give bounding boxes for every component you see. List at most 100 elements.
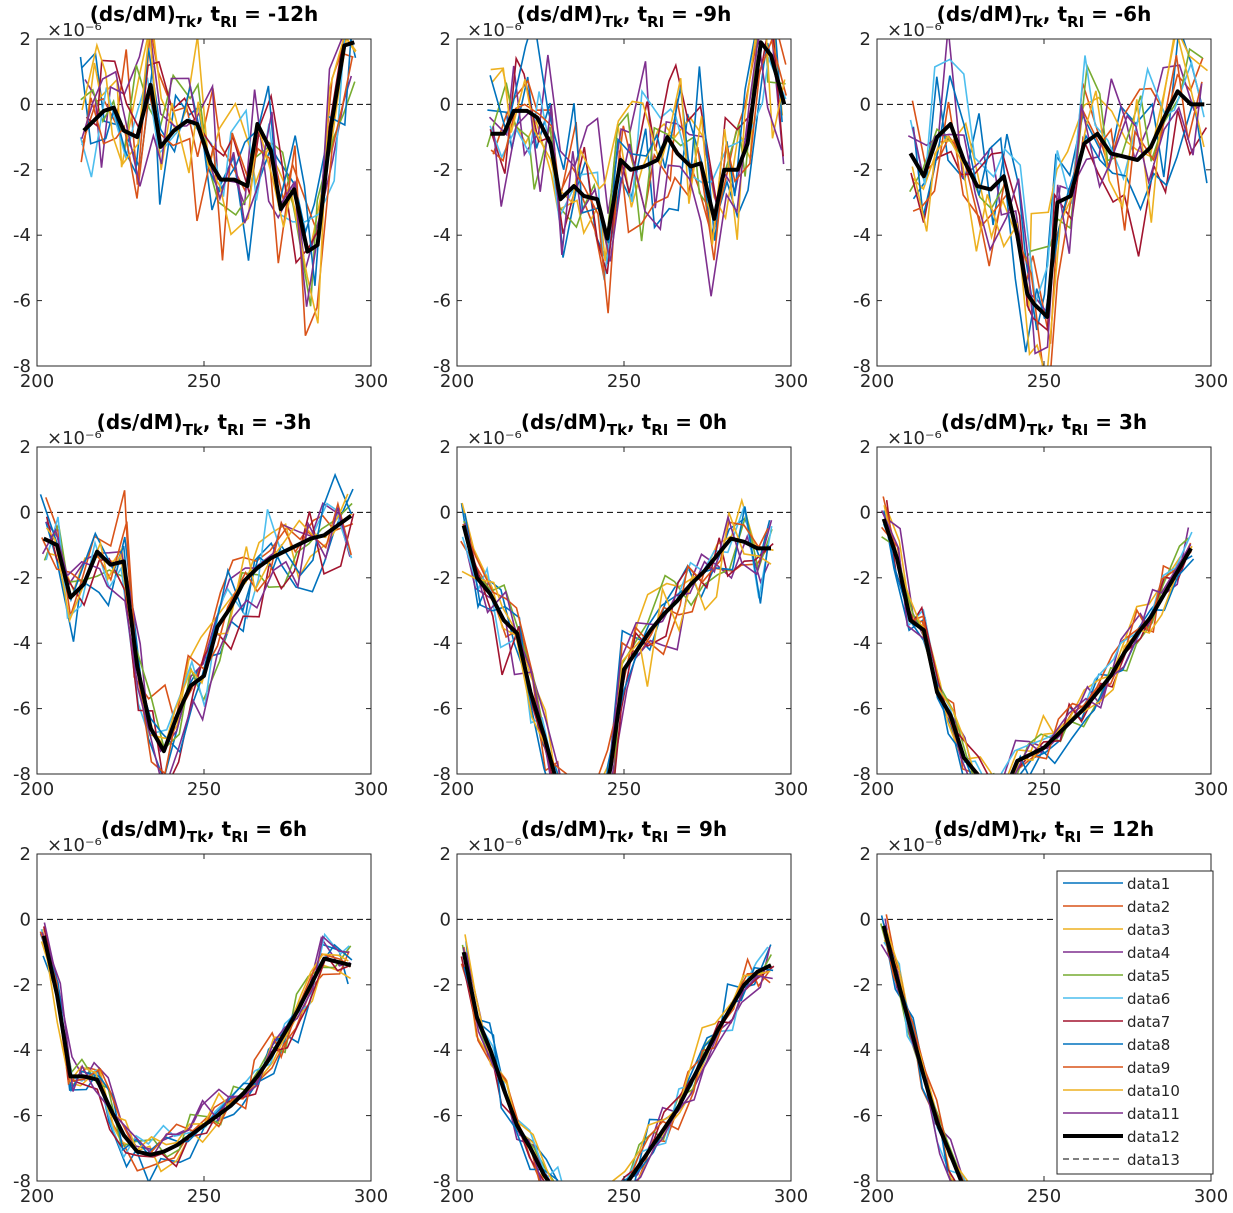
y-tick-label: 0 bbox=[860, 909, 871, 930]
panel-title-text: (ds/dM)Tk, tRI = 3h bbox=[941, 410, 1147, 439]
panel-title-text: (ds/dM)Tk, tRI = -12h bbox=[90, 2, 319, 31]
legend-label: data9 bbox=[1127, 1059, 1170, 1077]
x-tick-label: 300 bbox=[1194, 779, 1228, 800]
series-group bbox=[37, 472, 371, 774]
y-tick-label: -6 bbox=[433, 699, 451, 720]
panel-title: (ds/dM)Tk, tRI = 0h bbox=[521, 410, 727, 439]
series-data10 bbox=[490, 39, 786, 245]
y-tick-label: -8 bbox=[13, 764, 31, 785]
series-data1 bbox=[45, 488, 354, 774]
legend-label: data7 bbox=[1127, 1013, 1170, 1031]
y-tick-label: -2 bbox=[853, 160, 871, 181]
x-tick-label: 300 bbox=[354, 779, 388, 800]
y-tick-label: 2 bbox=[20, 29, 31, 50]
legend-item-data12: data12 bbox=[1063, 1128, 1180, 1146]
y-multiplier: ×10⁻⁶ bbox=[467, 835, 522, 856]
series-group bbox=[877, 496, 1211, 774]
y-multiplier: ×10⁻⁶ bbox=[467, 428, 522, 449]
panel-3: 200 250 300 2 0 -2 -4 -6 -8 ×10⁻⁶(ds/dM)Tk, tRI =… bbox=[853, 2, 1228, 392]
series-data11 bbox=[41, 507, 349, 774]
series-data12-mean bbox=[908, 89, 1205, 319]
y-tick-label: 2 bbox=[20, 844, 31, 865]
y-tick-label: -2 bbox=[13, 975, 31, 996]
panel-5: 200 250 300 2 0 -2 -4 -6 -8 ×10⁻⁶(ds/dM)Tk, tRI =… bbox=[433, 410, 808, 800]
panel-4: 200 250 300 2 0 -2 -4 -6 -8 ×10⁻⁶(ds/dM)Tk, tRI =… bbox=[13, 410, 388, 800]
y-tick-label: -8 bbox=[853, 356, 871, 377]
y-tick-label: -6 bbox=[13, 1106, 31, 1127]
x-tick-label: 250 bbox=[607, 779, 641, 800]
panel-title-text: (ds/dM)Tk, tRI = 0h bbox=[521, 410, 727, 439]
y-tick-label: 0 bbox=[860, 502, 871, 523]
legend-item-data13: data13 bbox=[1063, 1151, 1180, 1169]
x-tick-label: 300 bbox=[354, 371, 388, 392]
x-tick-label: 200 bbox=[440, 1186, 474, 1207]
legend-label: data2 bbox=[1127, 898, 1170, 916]
y-tick-label: -4 bbox=[853, 1040, 871, 1061]
y-tick-label: -4 bbox=[13, 225, 31, 246]
y-tick-label: 2 bbox=[440, 29, 451, 50]
legend-label: data1 bbox=[1127, 875, 1170, 893]
y-tick-label: -6 bbox=[433, 1106, 451, 1127]
legend-label: data10 bbox=[1127, 1082, 1180, 1100]
series-group bbox=[37, 39, 371, 337]
y-tick-label: -8 bbox=[433, 356, 451, 377]
y-tick-label: 0 bbox=[440, 502, 451, 523]
plot-area bbox=[457, 447, 791, 774]
y-tick-label: -2 bbox=[13, 568, 31, 589]
y-tick-label: -2 bbox=[853, 975, 871, 996]
x-tick-label: 300 bbox=[774, 779, 808, 800]
y-tick-label: -8 bbox=[433, 764, 451, 785]
panel-2: 200 250 300 2 0 -2 -4 -6 -8 ×10⁻⁶(ds/dM)Tk, tRI =… bbox=[433, 2, 808, 392]
series-data8 bbox=[489, 39, 783, 244]
y-tick-label: 0 bbox=[20, 94, 31, 115]
legend-item-data11: data11 bbox=[1063, 1105, 1180, 1123]
series-data10 bbox=[45, 493, 349, 740]
x-tick-label: 300 bbox=[774, 1186, 808, 1207]
panel-1: 200 250 300 2 0 -2 -4 -6 -8 ×10⁻⁶(ds/dM)Tk, tRI =… bbox=[13, 2, 388, 392]
x-tick-label: 250 bbox=[187, 371, 221, 392]
x-tick-label: 250 bbox=[607, 371, 641, 392]
series-data12-mean bbox=[881, 925, 964, 1181]
legend-item-data6: data6 bbox=[1063, 990, 1170, 1008]
x-tick-label: 250 bbox=[187, 779, 221, 800]
x-tick-label: 250 bbox=[1027, 779, 1061, 800]
panel-title-text: (ds/dM)Tk, tRI = 12h bbox=[934, 817, 1154, 846]
y-tick-label: -8 bbox=[13, 1171, 31, 1192]
series-group bbox=[457, 39, 791, 314]
series-data12-mean bbox=[42, 514, 353, 754]
y-tick-label: 2 bbox=[860, 29, 871, 50]
legend-item-data1: data1 bbox=[1063, 875, 1170, 893]
legend-label: data5 bbox=[1127, 967, 1170, 985]
panel-title: (ds/dM)Tk, tRI = 6h bbox=[101, 817, 307, 846]
series-data11 bbox=[41, 932, 350, 1157]
y-tick-label: -4 bbox=[853, 225, 871, 246]
y-multiplier: ×10⁻⁶ bbox=[467, 20, 522, 41]
y-tick-label: 2 bbox=[860, 844, 871, 865]
series-data12-mean bbox=[461, 525, 771, 774]
legend-label: data8 bbox=[1127, 1036, 1170, 1054]
y-tick-label: -2 bbox=[853, 568, 871, 589]
y-tick-label: -6 bbox=[853, 1106, 871, 1127]
legend-label: data12 bbox=[1127, 1128, 1180, 1146]
legend-label: data13 bbox=[1127, 1151, 1180, 1169]
y-tick-label: -6 bbox=[433, 291, 451, 312]
legend-box bbox=[1056, 870, 1214, 1175]
y-tick-label: -4 bbox=[13, 1040, 31, 1061]
series-data6 bbox=[489, 55, 787, 281]
legend: data1 data2 data3 data4 data5 data6 data7 data8… bbox=[1056, 870, 1214, 1175]
legend-item-data5: data5 bbox=[1063, 967, 1170, 985]
y-tick-label: -4 bbox=[433, 225, 451, 246]
series-data12-mean bbox=[461, 951, 772, 1181]
y-tick-label: -6 bbox=[13, 291, 31, 312]
series-data3 bbox=[885, 507, 1188, 774]
legend-item-data3: data3 bbox=[1063, 921, 1170, 939]
y-multiplier: ×10⁻⁶ bbox=[887, 20, 942, 41]
y-tick-label: 2 bbox=[860, 437, 871, 458]
panel-title-text: (ds/dM)Tk, tRI = 6h bbox=[101, 817, 307, 846]
y-multiplier: ×10⁻⁶ bbox=[887, 428, 942, 449]
panel-title-text: (ds/dM)Tk, tRI = -9h bbox=[517, 2, 732, 31]
panel-7: 200 250 300 2 0 -2 -4 -6 -8 ×10⁻⁶(ds/dM)Tk, tRI =… bbox=[13, 817, 388, 1207]
series-group bbox=[37, 918, 371, 1181]
y-tick-label: -2 bbox=[433, 568, 451, 589]
